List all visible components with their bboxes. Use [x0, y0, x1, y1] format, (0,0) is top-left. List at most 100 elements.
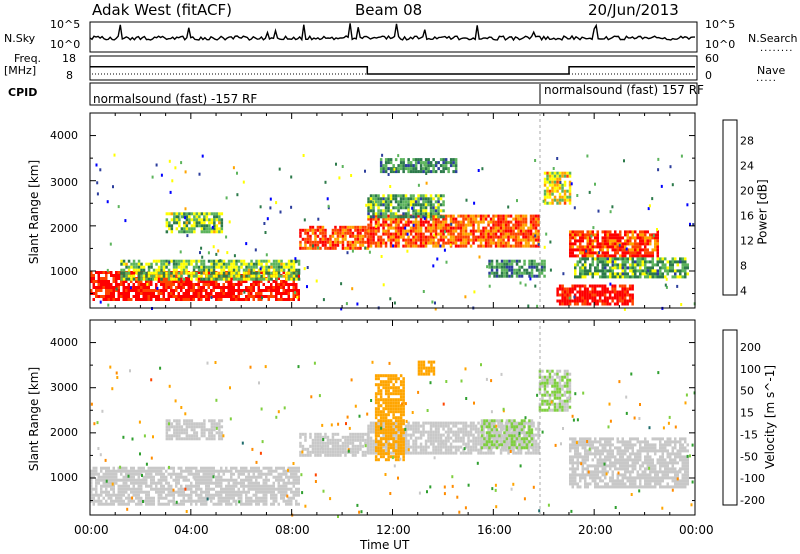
- velocity-cell: [311, 447, 315, 451]
- velocity-cell: [467, 442, 470, 446]
- power-cell: [190, 230, 194, 234]
- velocity-cell: [282, 499, 285, 503]
- power-cell: [522, 223, 525, 227]
- velocity-cell: [197, 478, 200, 482]
- velocity-cell: [180, 499, 183, 503]
- velocity-cell: [437, 427, 440, 431]
- power-cell: [601, 230, 604, 234]
- velocity-cell: [137, 493, 140, 497]
- power-cell: [546, 189, 549, 193]
- power-cell: [384, 164, 388, 168]
- power-cell: [442, 232, 445, 236]
- velocity-cell: [282, 469, 285, 473]
- power-cell: [399, 161, 403, 165]
- power-cell: [534, 214, 538, 218]
- power-cell: [487, 244, 490, 248]
- power-cell: [671, 266, 674, 270]
- power-cell: [573, 302, 577, 306]
- velocity-cell: [482, 430, 485, 434]
- velocity-cell: [212, 487, 215, 491]
- power-cell: [225, 262, 228, 266]
- power-cell: [135, 298, 138, 301]
- velocity-cell: [257, 481, 260, 485]
- velocity-cell: [331, 438, 335, 442]
- power-cell: [280, 262, 283, 266]
- velocity-cell: [165, 469, 168, 473]
- power-cell: [614, 272, 617, 276]
- velocity-cell: [172, 478, 175, 482]
- power-cell: [467, 235, 470, 239]
- power-noise-cell: [543, 245, 546, 249]
- power-cell: [588, 293, 592, 297]
- velocity-cell: [321, 435, 325, 439]
- power-cell: [267, 286, 270, 289]
- velocity-cell: [205, 478, 208, 482]
- power-noise-cell: [96, 181, 99, 185]
- power-cell: [417, 232, 420, 236]
- power-cell: [417, 223, 420, 227]
- power-cell: [429, 226, 433, 230]
- velocity-cell: [210, 466, 213, 470]
- power-cell: [404, 197, 408, 201]
- power-cell: [205, 292, 208, 295]
- velocity-cell: [120, 490, 123, 494]
- power-cell: [280, 283, 283, 286]
- power-cell: [487, 220, 490, 224]
- power-echo-band: [379, 158, 458, 174]
- velocity-cell: [321, 444, 325, 448]
- velocity-cell: [192, 484, 195, 488]
- power-cell: [162, 271, 166, 275]
- power-cell: [399, 167, 403, 171]
- velocity-cell: [331, 441, 335, 445]
- power-cell: [394, 158, 398, 162]
- velocity-cell: [404, 448, 408, 452]
- power-cell: [384, 158, 388, 162]
- power-cell: [412, 200, 415, 204]
- power-cell: [359, 234, 362, 238]
- power-cell: [183, 221, 186, 225]
- velocity-cell: [175, 478, 178, 482]
- power-cell: [666, 266, 669, 270]
- power-cell: [245, 295, 248, 298]
- power-cell: [137, 280, 140, 283]
- velocity-cell: [187, 472, 190, 476]
- power-cell: [107, 271, 110, 274]
- velocity-cell: [374, 451, 378, 455]
- power-cell: [442, 241, 445, 245]
- power-cell: [437, 226, 440, 230]
- power-cell: [195, 218, 199, 222]
- power-cell: [641, 239, 644, 243]
- power-cell: [661, 272, 664, 276]
- power-cell: [265, 262, 268, 266]
- velocity-cell: [162, 466, 165, 470]
- power-cell: [517, 238, 520, 242]
- power-cell: [444, 161, 448, 165]
- power-cell: [584, 251, 587, 255]
- power-cell: [434, 215, 438, 219]
- power-cell: [631, 242, 634, 246]
- power-cell: [297, 274, 300, 277]
- power-cell: [512, 235, 515, 239]
- velocity-cell: [479, 442, 483, 446]
- power-cell: [514, 241, 518, 245]
- power-cell: [195, 283, 198, 286]
- velocity-cell: [190, 434, 194, 438]
- velocity-cell: [422, 424, 425, 428]
- power-cell: [389, 232, 393, 236]
- power-cell: [392, 170, 395, 174]
- power-cell: [519, 223, 523, 227]
- power-cell: [372, 241, 375, 245]
- power-cell: [160, 298, 163, 301]
- power-cell: [190, 286, 193, 289]
- power-cell: [95, 271, 98, 274]
- power-cell: [601, 284, 604, 288]
- power-cell: [546, 171, 549, 175]
- power-cell: [621, 248, 624, 252]
- velocity-cell: [474, 445, 478, 449]
- velocity-cell: [167, 481, 170, 485]
- power-noise-cell: [586, 154, 589, 158]
- power-cell: [192, 292, 195, 295]
- velocity-cell: [162, 490, 165, 494]
- power-cell: [92, 280, 95, 283]
- power-cell: [379, 158, 383, 162]
